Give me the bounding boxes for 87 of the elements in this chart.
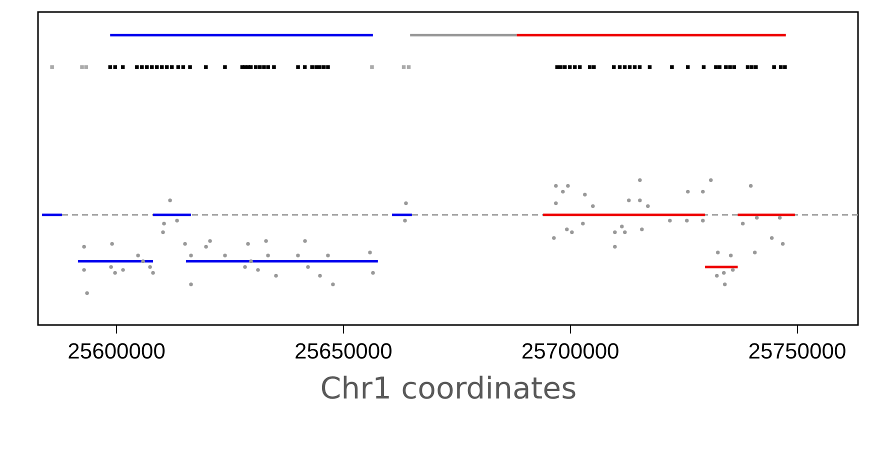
point — [121, 268, 125, 272]
point — [246, 242, 250, 246]
point — [266, 254, 270, 258]
point — [627, 198, 631, 202]
point — [613, 244, 617, 249]
point — [613, 230, 617, 234]
point — [565, 227, 569, 232]
point — [303, 239, 307, 243]
x-tick-label: 25750000 — [748, 338, 846, 364]
x-tick-label: 25700000 — [521, 338, 620, 364]
point — [730, 268, 735, 272]
point — [701, 218, 705, 223]
point — [370, 65, 374, 69]
point — [403, 218, 407, 223]
point — [581, 222, 585, 226]
x-axis-title: Chr1 coordinates — [320, 372, 577, 406]
point — [296, 254, 300, 258]
point — [561, 190, 565, 194]
point — [552, 236, 556, 240]
point — [113, 270, 117, 275]
point — [722, 282, 727, 286]
point — [80, 65, 84, 69]
x-tick-label: 25600000 — [68, 338, 166, 364]
point — [274, 274, 278, 278]
point — [189, 254, 193, 258]
point — [175, 218, 179, 223]
point — [591, 204, 595, 208]
point — [368, 250, 372, 254]
point — [780, 242, 785, 246]
point — [168, 198, 172, 202]
point — [715, 274, 719, 278]
point — [151, 270, 155, 275]
point — [566, 184, 570, 188]
point — [223, 254, 227, 258]
point — [770, 236, 774, 240]
point — [84, 65, 88, 69]
point — [701, 190, 705, 194]
point — [638, 198, 642, 202]
point — [208, 239, 212, 243]
point — [752, 250, 757, 254]
point — [554, 201, 558, 206]
point — [50, 65, 54, 69]
point — [161, 230, 165, 234]
point — [583, 192, 587, 196]
point — [638, 178, 642, 182]
point — [685, 218, 689, 223]
point — [204, 244, 208, 249]
point — [249, 259, 253, 264]
point — [686, 190, 690, 194]
point — [640, 227, 644, 232]
point — [623, 230, 627, 234]
point — [728, 254, 733, 258]
point — [371, 270, 375, 275]
point — [85, 291, 89, 295]
point — [306, 265, 310, 269]
point — [668, 218, 672, 223]
point — [716, 250, 720, 254]
x-tick-label: 25650000 — [294, 338, 392, 364]
point — [256, 268, 260, 272]
point — [402, 65, 406, 69]
point — [748, 184, 753, 188]
point — [778, 216, 782, 220]
point — [82, 244, 86, 249]
point — [183, 242, 187, 246]
point — [110, 242, 114, 246]
point — [570, 230, 574, 234]
point — [754, 216, 759, 220]
point — [82, 268, 86, 272]
point — [162, 222, 166, 226]
point — [243, 265, 247, 269]
point — [148, 265, 152, 269]
point — [109, 265, 113, 269]
point — [326, 254, 330, 258]
point — [264, 239, 268, 243]
point — [620, 224, 624, 228]
point — [646, 204, 650, 208]
point — [709, 178, 713, 182]
point — [554, 184, 558, 188]
point — [406, 65, 411, 69]
point — [331, 282, 335, 286]
point — [722, 270, 726, 275]
point — [189, 282, 193, 286]
point — [404, 201, 408, 206]
point — [136, 254, 140, 258]
point — [318, 274, 322, 278]
point — [141, 259, 145, 264]
point — [740, 222, 745, 226]
